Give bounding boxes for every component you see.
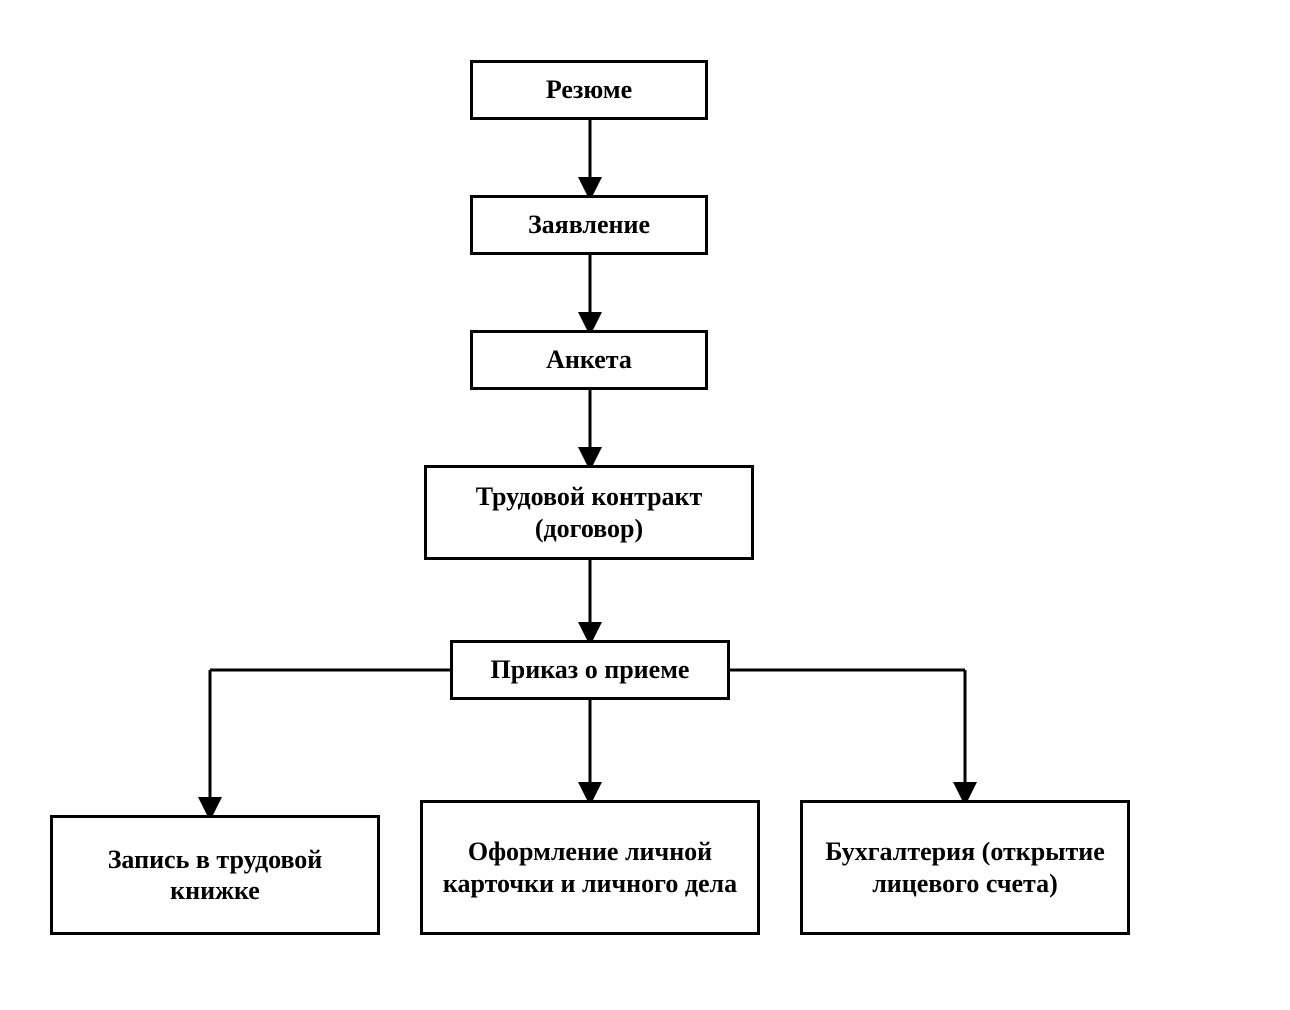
flowchart-node-n7: Оформление личной карточки и личного дел… [420,800,760,935]
flowchart-node-n8: Бухгалтерия (открытие лицевого счета) [800,800,1130,935]
flowchart-node-n2: Заявление [470,195,708,255]
flowchart-node-n4: Трудовой контракт (договор) [424,465,754,560]
flowchart-node-n6: Запись в трудовой книжке [50,815,380,935]
flowchart-node-n3: Анкета [470,330,708,390]
flowchart-node-n5: Приказ о приеме [450,640,730,700]
flowchart-diagram: Резюме Заявление Анкета Трудовой контракт (… [0,0,1290,1010]
flowchart-node-n1: Резюме [470,60,708,120]
